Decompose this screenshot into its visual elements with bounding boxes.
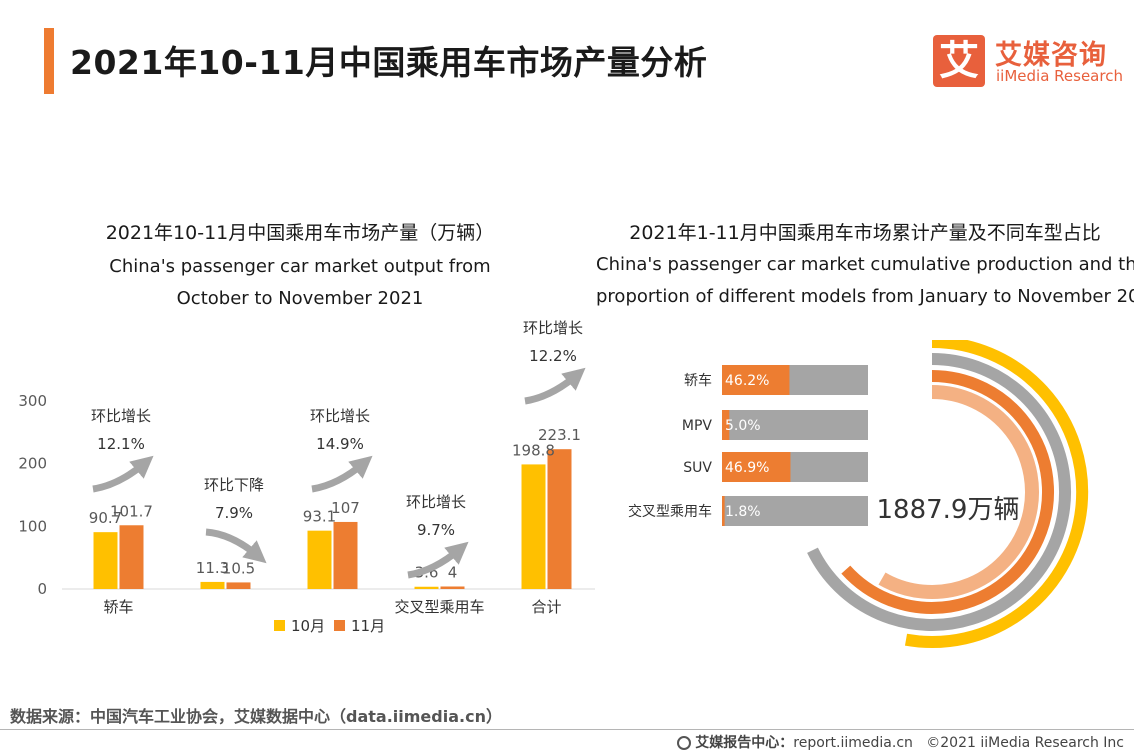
change-value-2: 14.9% xyxy=(316,435,364,453)
data-source: 数据来源：中国汽车工业协会，艾媒数据中心（data.iimedia.cn） xyxy=(10,707,502,726)
ring-arc-1 xyxy=(807,353,1072,631)
change-value-4: 12.2% xyxy=(529,347,577,365)
bar-oct-1 xyxy=(200,581,225,589)
trend-arrow-icon-1 xyxy=(205,528,267,564)
legend-swatch-1 xyxy=(334,620,345,631)
change-label-2: 环比增长 xyxy=(310,407,370,425)
data-label-nov-0: 101.7 xyxy=(110,502,153,520)
bar-oct-2 xyxy=(307,530,332,589)
model-label-0: 轿车 xyxy=(684,372,712,389)
ring-arc-2 xyxy=(841,370,1054,614)
data-label-oct-2: 93.1 xyxy=(303,508,336,526)
bar-nov-1 xyxy=(226,582,251,589)
change-label-0: 环比增长 xyxy=(91,407,151,425)
y-tick-label-1: 100 xyxy=(18,517,47,535)
y-tick-label-2: 200 xyxy=(18,455,47,473)
page-title: 2021年10-11月中国乘用车市场产量分析 xyxy=(70,43,708,82)
data-label-nov-2: 107 xyxy=(331,499,360,517)
model-bar-fill-2 xyxy=(722,452,791,482)
bar-nov-3 xyxy=(440,586,465,589)
left-chart-title-cn: 2021年10-11月中国乘用车市场产量（万辆） xyxy=(105,222,495,244)
change-value-3: 9.7% xyxy=(417,521,455,539)
legend-label-1: 11月 xyxy=(351,617,385,635)
trend-arrow-icon-2 xyxy=(311,455,373,493)
brand-logo: 艾 艾媒咨询 iiMedia Research xyxy=(933,35,1123,87)
model-label-3: 交叉型乘用车 xyxy=(628,503,712,520)
bar-oct-0 xyxy=(93,532,118,589)
bar-nov-2 xyxy=(333,521,358,589)
title-accent-bar xyxy=(44,28,54,94)
model-bar-fill-3 xyxy=(722,496,725,526)
right-chart-title-cn: 2021年1-11月中国乘用车市场累计产量及不同车型占比 xyxy=(629,222,1101,244)
report-center-label: 艾媒报告中心： xyxy=(695,735,794,751)
model-bar-track-1 xyxy=(722,410,868,440)
copyright: ©2021 iiMedia Research Inc xyxy=(926,735,1124,751)
right-chart-title-en-2: proportion of different models from Janu… xyxy=(596,286,1134,307)
model-percent-2: 46.9% xyxy=(725,460,769,476)
change-value-0: 12.1% xyxy=(97,435,145,453)
change-value-1: 7.9% xyxy=(215,504,253,522)
model-label-2: SUV xyxy=(683,460,712,476)
right-chart-title-en-1: China's passenger car market cumulative … xyxy=(596,254,1134,275)
data-label-oct-0: 90.7 xyxy=(89,509,122,527)
left-chart-title-en-1: China's passenger car market output from xyxy=(109,256,491,277)
logo-mark-icon: 艾 xyxy=(933,35,985,87)
model-bar-fill-1 xyxy=(722,410,730,440)
model-percent-0: 46.2% xyxy=(725,373,769,389)
data-label-oct-4: 198.8 xyxy=(512,441,555,459)
globe-icon xyxy=(677,736,692,750)
trend-arrow-icon-4 xyxy=(524,367,586,405)
y-tick-label-3: 300 xyxy=(18,392,47,410)
data-label-nov-1: 10.5 xyxy=(222,559,255,577)
trend-arrow-icon-0 xyxy=(92,455,154,493)
trend-arrow-icon-3 xyxy=(407,541,469,579)
x-category-label-3: 交叉型乘用车 xyxy=(394,598,484,616)
bar-nov-4 xyxy=(547,449,572,589)
data-label-nov-3: 4 xyxy=(448,563,458,581)
y-tick-label-0: 0 xyxy=(37,580,47,598)
model-bar-fill-0 xyxy=(722,365,790,395)
logo-cn-text: 艾媒咨询 xyxy=(995,40,1107,71)
change-label-1: 环比下降 xyxy=(204,476,264,494)
footer-divider xyxy=(0,729,1134,730)
change-label-3: 环比增长 xyxy=(406,493,466,511)
x-category-label-0: 轿车 xyxy=(103,598,133,616)
model-percent-1: 5.0% xyxy=(725,418,761,434)
x-category-label-4: 合计 xyxy=(531,598,561,616)
ring-arc-3 xyxy=(878,385,1039,599)
left-chart-title-en-2: October to November 2021 xyxy=(176,288,424,309)
model-percent-3: 1.8% xyxy=(725,504,761,520)
footer-credits: 艾媒报告中心：report.iimedia.cn ©2021 iiMedia R… xyxy=(677,732,1124,752)
legend-swatch-0 xyxy=(274,620,285,631)
bar-oct-3 xyxy=(414,586,439,589)
bar-oct-4 xyxy=(521,464,546,589)
model-label-1: MPV xyxy=(682,418,713,434)
report-url-link[interactable]: report.iimedia.cn xyxy=(793,735,913,751)
bar-nov-0 xyxy=(119,525,144,589)
change-label-4: 环比增长 xyxy=(523,320,583,337)
legend-label-0: 10月 xyxy=(291,617,325,635)
right-progress-chart: 轿车 46.2% MPV 5.0% SUV 46.9% 交叉型乘用车 1.8% 1887.9万… xyxy=(628,340,1089,648)
logo-en-text: iiMedia Research xyxy=(996,67,1123,85)
total-output-label: 1887.9万辆 xyxy=(877,495,1020,525)
data-label-oct-1: 11.3 xyxy=(196,559,229,577)
model-bar-track-3 xyxy=(722,496,868,526)
data-label-nov-4: 223.1 xyxy=(538,426,581,444)
ring-arc-0 xyxy=(904,340,1089,648)
